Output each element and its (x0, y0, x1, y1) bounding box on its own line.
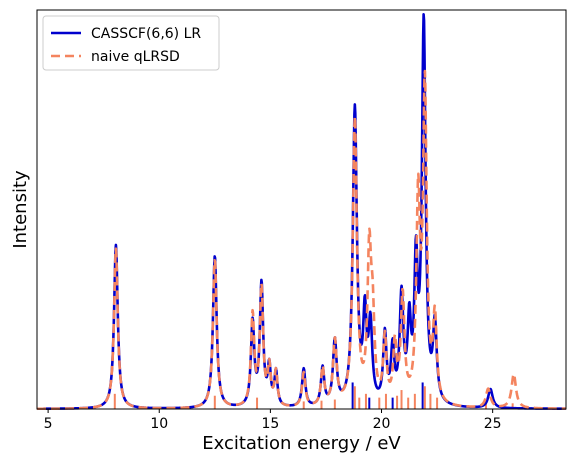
x-tick-label-1: 10 (150, 416, 168, 432)
series-lines (36, 12, 567, 411)
x-tick-label-4: 25 (484, 416, 502, 432)
x-tick-label-3: 20 (373, 416, 391, 432)
legend-label-casscf: CASSCF(6,6) LR (91, 26, 201, 42)
legend-label-qlrsd: naive qLRSD (91, 49, 180, 65)
y-axis-label: Intensity (10, 170, 31, 249)
legend: CASSCF(6,6) LR naive qLRSD (42, 15, 220, 71)
plot-area-frame (36, 9, 567, 410)
x-tick-label-2: 15 (261, 416, 279, 432)
series-line-1 (36, 69, 567, 411)
x-tick-label-0: 5 (44, 416, 53, 432)
x-axis-label: Excitation energy / eV (202, 433, 401, 454)
stick-spectrum (113, 382, 514, 409)
x-axis-ticks: 5 10 15 20 25 (44, 409, 502, 432)
legend-box (42, 15, 220, 71)
